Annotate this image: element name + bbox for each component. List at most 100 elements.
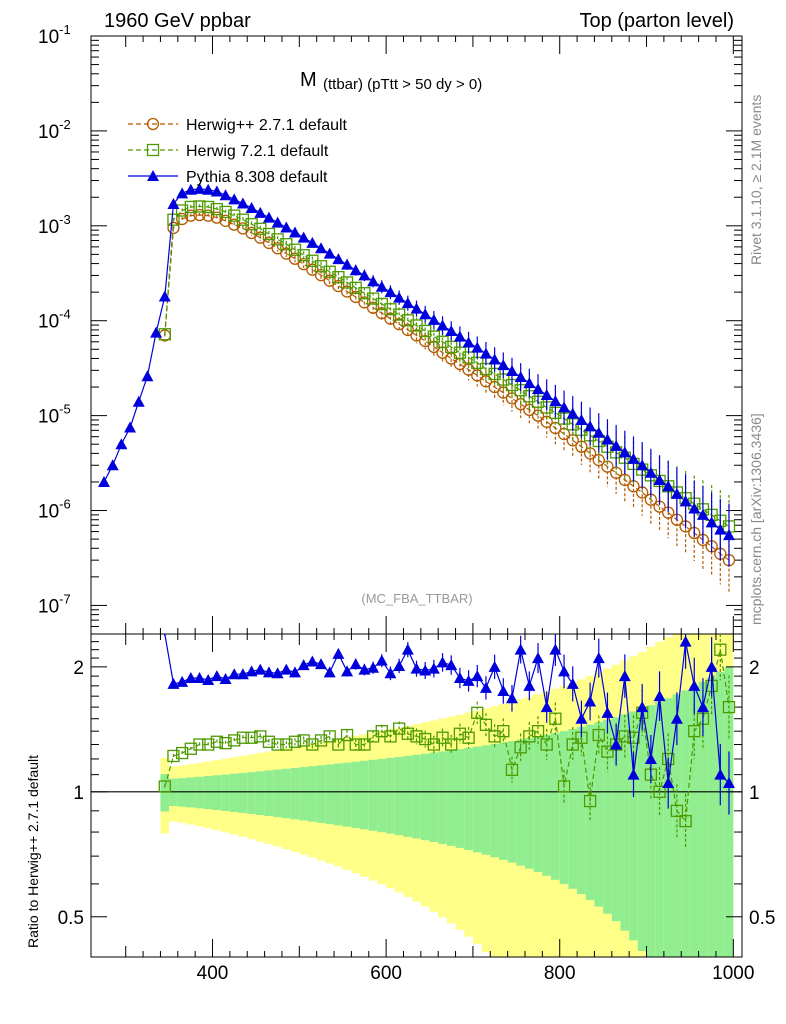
herwig7-point [202,200,215,214]
ratio-herwig7-point [349,738,362,751]
legend: Herwig++ 2.7.1 default Herwig 7.2.1 defa… [128,117,348,186]
pythia-point [323,247,336,259]
ratio-pythia-point [453,672,466,684]
ratio-herwig7-point [514,741,527,754]
pythia-point [514,371,527,383]
herwigpp-point [323,274,336,287]
legend-label-herwig7: Herwig 7.2.1 default [186,143,329,160]
ratio-herwig7-point [583,794,597,808]
herwigpp-point [271,242,284,255]
inner-band-segment [186,777,196,808]
pythia-point [410,302,423,314]
inner-band-segment [316,765,326,823]
ratio-herwig7-point [219,736,232,750]
inner-band-segment [603,719,612,914]
pythia-point [427,313,440,325]
pythia-point [722,529,735,541]
ratio-pythia-point [349,658,362,670]
ratio-herwig7-point [601,745,614,758]
herwigpp-point [479,375,493,388]
ratio-herwig7-point [566,738,579,751]
inner-band-segment [446,750,456,846]
y-tick-label: 10-3 [38,212,71,238]
pythia-point [176,187,189,199]
ratio-herwig7-point [262,735,276,748]
ratio-pythia-point [288,666,301,678]
inner-band-segment [394,756,404,836]
pythia-point [158,290,171,302]
analysis-tag: (MC_FBA_TTBAR) [361,591,472,606]
inner-band-segment [620,714,630,931]
herwig7-point [245,218,258,231]
ratio-pythia-point [653,690,666,702]
pythia-point [436,319,449,331]
ratio-herwig7-point [714,643,727,656]
pythia-point [132,395,145,407]
ratio-herwig7-point [323,730,336,743]
ratio-pythia-point [505,692,518,704]
ratio-y-tick-label-left: 1 [73,783,84,804]
ratio-herwig7-point [210,735,224,748]
inner-band-segment [403,755,413,837]
pythia-point [202,183,215,195]
pythia-point [618,446,631,458]
y-tick-label: 10-4 [38,307,71,333]
ratio-pythia-point [497,684,510,696]
ratio-herwig7-point [193,738,206,751]
herwigpp-point [419,334,432,348]
ratio-herwig7-point [384,730,397,743]
inner-band-segment [229,773,239,812]
ratio-herwig7-point [401,727,414,740]
ratio-pythia-point [636,701,649,713]
herwig7-point [167,213,180,226]
inner-band-segment [655,701,664,957]
ratio-herwig7-point [297,734,310,747]
ratio-herwig7-point [314,734,328,747]
pythia-point [566,407,579,419]
ratio-y-tick-label-left: 0.5 [58,908,84,929]
pythia-point [124,421,137,433]
inner-band-segment [290,767,300,820]
ratio-pythia-point [722,777,735,789]
pythia-point [636,459,649,471]
ratio-pythia-point [358,663,371,675]
inner-band-segment [498,742,508,860]
header-right-title: Top (parton level) [579,10,734,32]
ratio-pythia-point [584,695,597,707]
pythia-point [575,413,588,425]
ratio-pythia-point [436,656,449,668]
pythia-point [479,347,492,359]
pythia-point [679,495,692,507]
pythia-point [254,206,267,218]
ratio-y-tick-label-right: 0.5 [749,908,775,929]
pythia-point [497,359,510,371]
inner-band-segment [377,758,387,833]
herwigpp-point [575,440,588,453]
inner-band-segment [715,671,725,957]
ratio-herwig7-point [236,731,250,744]
ratio-pythia-point [532,652,545,664]
ratio-pythia-point [384,667,397,679]
main-series [98,182,736,592]
ratio-pythia-point [566,677,579,689]
uncertainty-bands [160,634,734,957]
ratio-pythia-point [341,665,354,677]
inner-band-segment [481,745,491,855]
pythia-point [505,365,518,377]
ratio-pythia-point [367,661,380,673]
ratio-pythia-point [575,712,588,724]
pythia-point [540,388,553,400]
inner-band-segment [551,732,560,880]
herwig7-point [228,209,241,222]
inner-band-segment [507,741,517,863]
inner-band-segment [707,677,716,957]
inner-band-segment [698,681,708,957]
ratio-pythia-point [236,668,249,680]
ratio-pythia-point [228,668,241,680]
herwigpp-point [332,279,345,293]
herwigpp-point [358,296,371,309]
ratio-herwig7-point [479,718,493,731]
ratio-y-tick-label-right: 2 [749,658,760,679]
legend-label-pythia: Pythia 8.308 default [186,169,328,186]
